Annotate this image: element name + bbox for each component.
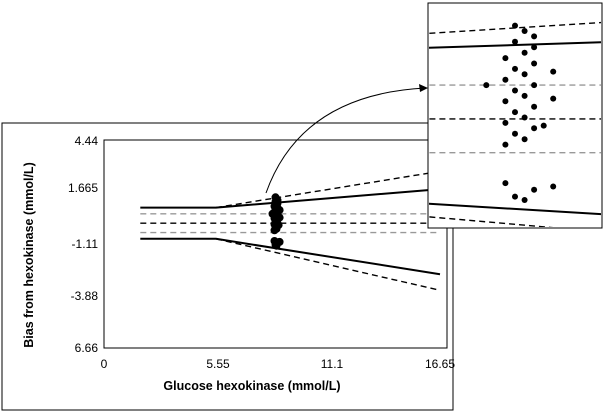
inset-point-12 bbox=[512, 87, 518, 94]
inset-point-16 bbox=[512, 109, 518, 116]
inset-point-0 bbox=[512, 22, 518, 29]
inset-line-1 bbox=[429, 202, 601, 216]
inset-point-30 bbox=[550, 183, 557, 190]
inset-point-29 bbox=[512, 193, 518, 200]
inset-point-7 bbox=[531, 60, 538, 67]
main-series-lines bbox=[140, 170, 441, 291]
x-tick-label-3: 16.65 bbox=[425, 357, 455, 371]
inset-point-31 bbox=[521, 197, 528, 203]
inset-point-18 bbox=[502, 119, 509, 126]
y-tick-label-3: -3.88 bbox=[71, 289, 99, 303]
x-tick-label-0: 0 bbox=[101, 357, 108, 371]
inset-point-8 bbox=[512, 65, 518, 72]
inset-point-27 bbox=[502, 180, 509, 187]
inset-point-3 bbox=[512, 38, 518, 45]
inset-line-4 bbox=[429, 216, 554, 227]
inset-point-6 bbox=[502, 55, 509, 62]
inset-series-lines bbox=[429, 21, 601, 227]
inset-point-13 bbox=[521, 92, 528, 99]
data-point-26 bbox=[275, 206, 284, 215]
inset-line-0 bbox=[429, 41, 601, 49]
zoom-arrow-head bbox=[419, 84, 428, 92]
y-tick-label-1: 1.665 bbox=[68, 181, 98, 195]
inset-point-4 bbox=[531, 44, 538, 51]
inset-point-2 bbox=[531, 33, 538, 40]
inset-point-11 bbox=[531, 82, 538, 89]
inset-point-23 bbox=[540, 122, 547, 129]
inset-point-19 bbox=[531, 125, 538, 132]
inset-point-21 bbox=[521, 136, 528, 143]
x-axis-title: Glucose hexokinase (mmol/L) bbox=[163, 379, 340, 393]
data-point-24 bbox=[275, 213, 284, 222]
inset-point-24 bbox=[550, 95, 557, 102]
y-axis-title: Bias from hexokinase (mmol/L) bbox=[22, 162, 36, 347]
inset-point-1 bbox=[521, 28, 528, 34]
inset-point-14 bbox=[502, 98, 509, 105]
y-tick-label-0: 4.44 bbox=[75, 134, 99, 148]
series-line-3 bbox=[215, 170, 441, 209]
inset-point-25 bbox=[483, 82, 490, 89]
data-point-25 bbox=[268, 209, 277, 218]
inset-point-9 bbox=[521, 71, 528, 78]
main-data-points bbox=[268, 193, 284, 250]
x-tick-label-2: 11.1 bbox=[321, 357, 344, 371]
inset-data-points bbox=[483, 22, 557, 203]
data-point-23 bbox=[274, 221, 283, 230]
x-tick-label-1: 5.55 bbox=[206, 357, 230, 371]
inset-point-20 bbox=[512, 130, 518, 137]
inset-point-26 bbox=[550, 68, 557, 75]
zoom-arrow bbox=[265, 87, 426, 194]
data-point-31 bbox=[272, 241, 281, 250]
series-line-4 bbox=[215, 238, 441, 291]
inset-point-5 bbox=[521, 49, 528, 56]
inset-point-15 bbox=[531, 103, 538, 110]
y-tick-label-2: -1.11 bbox=[72, 237, 99, 251]
inset-point-28 bbox=[531, 186, 538, 193]
inset-point-22 bbox=[502, 141, 509, 148]
inset-point-10 bbox=[502, 76, 509, 83]
y-tick-label-4: 6.66 bbox=[75, 341, 99, 355]
inset-point-17 bbox=[521, 114, 528, 121]
